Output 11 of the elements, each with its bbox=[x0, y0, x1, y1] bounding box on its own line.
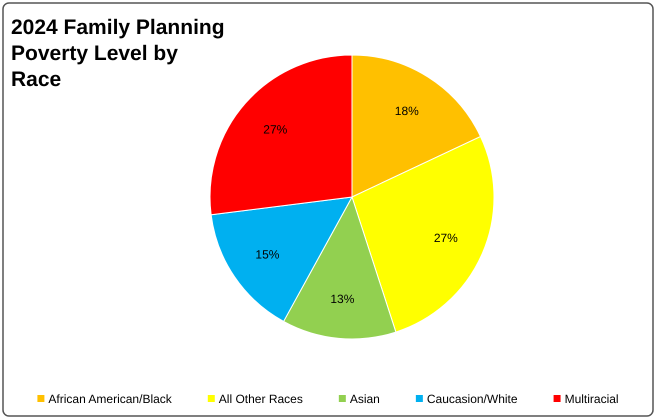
data-label: 15% bbox=[255, 248, 280, 262]
data-label: 27% bbox=[263, 122, 288, 137]
data-label: 18% bbox=[394, 104, 420, 118]
chart-title: 2024 Family Planning Poverty Level by Race bbox=[11, 16, 225, 91]
legend-label: Caucasion/White bbox=[426, 392, 518, 406]
data-label: 13% bbox=[330, 292, 355, 306]
legend-label: All Other Races bbox=[218, 392, 303, 406]
data-label: 27% bbox=[434, 230, 458, 245]
legend-label: African American/Black bbox=[48, 392, 173, 406]
legend-label: Asian bbox=[350, 392, 380, 406]
legend-label: Multiracial bbox=[564, 392, 619, 406]
